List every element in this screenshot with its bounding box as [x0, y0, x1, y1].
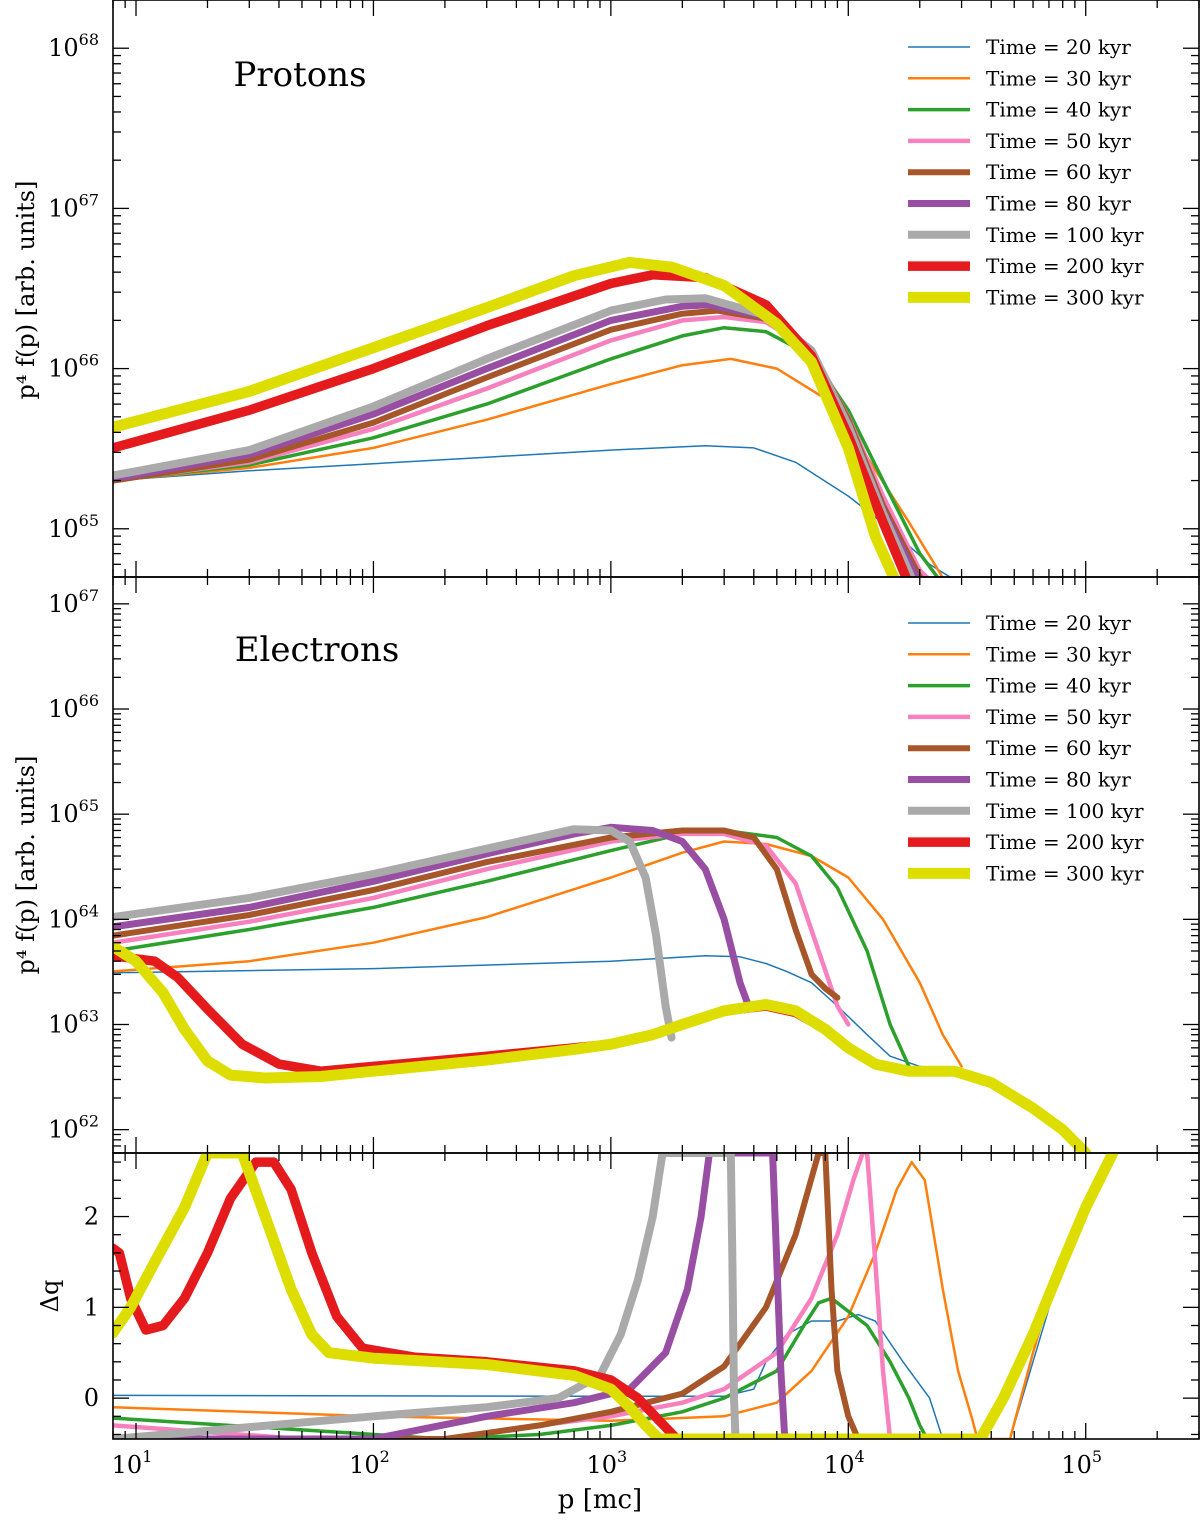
series-line-4: [113, 831, 851, 1027]
legend-entry: Time = 50 kyr: [986, 705, 1131, 729]
y-tick-label: 1066: [48, 351, 99, 383]
legend-entry: Time = 100 kyr: [986, 799, 1144, 823]
series-line-2: [113, 357, 944, 577]
legend-entry: Time = 200 kyr: [986, 254, 1144, 278]
y-tick-label: 1: [84, 1293, 99, 1321]
electrons-panel: 1062 1063 1064 1065 1066 1067 Electrons p⁴ f(…: [12, 576, 1200, 1154]
x-axis-label: p [mc]: [558, 1485, 642, 1515]
series-line-1: [113, 1153, 1114, 1439]
series-line-9: [113, 941, 1092, 1153]
y-tick-label: 1066: [48, 691, 99, 723]
legend-entry: Time = 60 kyr: [986, 160, 1131, 184]
legend-entry: Time = 60 kyr: [986, 736, 1131, 760]
legend-entry: Time = 100 kyr: [986, 223, 1144, 247]
y-tick-label: 2: [84, 1203, 99, 1231]
electrons-axis-ticks: 1062 1063 1064 1065 1066 1067: [48, 577, 1200, 1154]
legend-entry: Time = 40 kyr: [986, 98, 1131, 122]
series-line-6: [113, 823, 752, 1010]
x-tick-label: 102: [349, 1447, 390, 1479]
protons-curves: [113, 256, 952, 577]
x-tick-label: 101: [112, 1447, 153, 1479]
series-line-7: [113, 1153, 740, 1439]
series-line-9: [113, 1153, 1119, 1439]
y-tick-label: 0: [84, 1384, 99, 1412]
legend-entry: Time = 300 kyr: [986, 285, 1144, 309]
series-line-5: [113, 1153, 862, 1439]
protons-legend: Time = 20 kyr Time = 30 kyr Time = 40 kyr T…: [908, 35, 1144, 309]
legend-entry: Time = 80 kyr: [986, 768, 1131, 792]
legend-entry: Time = 50 kyr: [986, 129, 1131, 153]
series-line-8: [113, 1157, 682, 1439]
series-line-3: [113, 1296, 929, 1439]
delta-q-curves: [113, 1153, 1119, 1439]
protons-ylabel: p⁴ f(p) [arb. units]: [12, 181, 40, 400]
series-line-8: [113, 951, 1091, 1153]
electrons-ylabel: p⁴ f(p) [arb. units]: [12, 756, 40, 975]
x-tick-label: 105: [1061, 1447, 1102, 1479]
delta-q-ylabel: Δq: [36, 1280, 64, 1313]
legend-entry: Time = 200 kyr: [986, 830, 1144, 854]
legend-entry: Time = 30 kyr: [986, 66, 1131, 90]
protons-title: Protons: [233, 55, 366, 95]
delta-q-panel: 0 1 2 101 102 103 104 105 Δq p [mc]: [36, 1152, 1200, 1515]
legend-entry: Time = 20 kyr: [986, 611, 1131, 635]
series-line-9: [113, 256, 900, 577]
series-line-5: [113, 827, 841, 1001]
legend-entry: Time = 40 kyr: [986, 674, 1131, 698]
series-line-7: [113, 825, 676, 1042]
delta-q-plot-frame: [112, 1152, 1200, 1440]
electrons-title: Electrons: [235, 630, 400, 670]
legend-entry: Time = 80 kyr: [986, 192, 1131, 216]
protons-panel: 1065 1066 1067 1068 Protons p⁴ f(p) [arb. u…: [12, 0, 1200, 578]
x-tick-label: 103: [586, 1447, 627, 1479]
delta-q-axis-ticks: 0 1 2 101 102 103 104 105: [84, 1153, 1200, 1479]
electrons-curves: [113, 823, 1092, 1153]
y-tick-label: 1063: [48, 1007, 99, 1039]
legend-entry: Time = 30 kyr: [986, 642, 1131, 666]
y-tick-label: 1065: [48, 511, 99, 543]
x-tick-label: 104: [824, 1447, 865, 1479]
legend-entry: Time = 300 kyr: [986, 861, 1144, 885]
y-tick-label: 1067: [48, 190, 99, 222]
series-line-8: [113, 270, 912, 577]
y-tick-label: 1062: [48, 1112, 99, 1144]
y-tick-label: 1065: [48, 796, 99, 828]
y-tick-label: 1064: [48, 901, 99, 933]
y-tick-label: 1067: [48, 586, 99, 618]
protons-axis-ticks: 1065 1066 1067 1068: [48, 0, 1200, 578]
legend-entry: Time = 20 kyr: [986, 35, 1131, 59]
series-line-6: [113, 1153, 789, 1439]
series-line-4: [113, 314, 930, 577]
series-line-2: [113, 840, 963, 1068]
series-line-3: [113, 325, 940, 577]
y-tick-label: 1068: [48, 30, 99, 62]
electrons-legend: Time = 20 kyr Time = 30 kyr Time = 40 kyr T…: [908, 611, 1144, 885]
